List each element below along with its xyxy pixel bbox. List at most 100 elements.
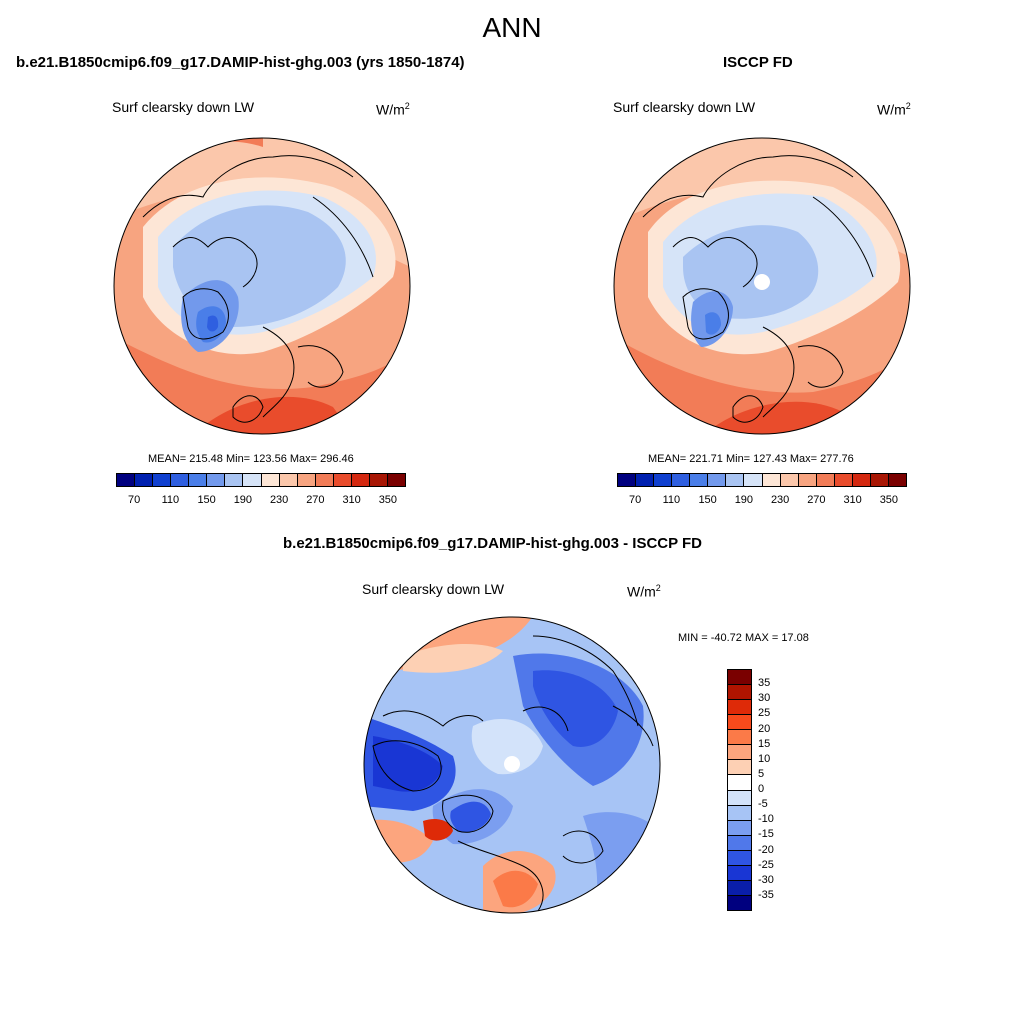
colorbar-tick-label: 15 <box>758 737 771 750</box>
colorbar-tick-label: 30 <box>758 692 771 705</box>
colorbar-swatch <box>135 474 154 486</box>
colorbar-swatch <box>728 850 751 866</box>
colorbar-tick-label: 20 <box>758 722 771 735</box>
colorbar-tick-label: 10 <box>758 752 771 765</box>
colorbar-tick-label: -25 <box>758 858 774 871</box>
panel-3-colorbar-ticks: 35 30 25 20 15 10 5 0 -5 -10 -15 -20 -25 -30 -35 <box>758 669 798 911</box>
panel-1-colorbar <box>116 473 406 487</box>
colorbar-tick-label: 230 <box>770 494 790 506</box>
colorbar-tick-label: 150 <box>197 494 216 506</box>
colorbar-swatch <box>153 474 172 486</box>
colorbar-tick-label: 310 <box>843 494 862 506</box>
colorbar-swatch <box>387 474 405 486</box>
colorbar-swatch <box>618 474 637 486</box>
colorbar-tick-label: 110 <box>161 494 180 506</box>
colorbar-swatch <box>728 895 751 910</box>
colorbar-tick-label: -35 <box>758 888 774 901</box>
colorbar-tick-label: 270 <box>807 494 826 506</box>
colorbar-swatch <box>728 715 751 731</box>
colorbar-swatch <box>728 700 751 716</box>
panel-2-colorbar-ticks: 70 110 150 190 230 270 310 350 <box>617 494 907 508</box>
panel-1-stats: MEAN= 215.48 Min= 123.56 Max= 296.46 <box>148 453 354 465</box>
colorbar-swatch <box>243 474 262 486</box>
colorbar-tick-label: -20 <box>758 843 774 856</box>
colorbar-swatch <box>744 474 763 486</box>
colorbar-tick-label: -15 <box>758 828 774 841</box>
colorbar-tick-label: 5 <box>758 767 765 780</box>
colorbar-swatch <box>171 474 190 486</box>
colorbar-tick-label: 190 <box>734 494 754 506</box>
panel-1-polar-map <box>113 137 411 435</box>
panel-3-colorbar <box>727 669 752 911</box>
panel-3-title: b.e21.B1850cmip6.f09_g17.DAMIP-hist-ghg.… <box>283 535 703 552</box>
colorbar-tick-label: 110 <box>662 494 681 506</box>
colorbar-tick-label: 70 <box>128 494 141 506</box>
colorbar-swatch <box>351 474 370 486</box>
colorbar-tick-label: 190 <box>233 494 253 506</box>
colorbar-swatch <box>728 775 751 791</box>
colorbar-swatch <box>762 474 781 486</box>
colorbar-swatch <box>728 745 751 761</box>
panel-2-stats: MEAN= 221.71 Min= 127.43 Max= 277.76 <box>648 453 854 465</box>
colorbar-swatch <box>117 474 136 486</box>
colorbar-swatch <box>708 474 727 486</box>
colorbar-tick-label: 230 <box>269 494 289 506</box>
colorbar-swatch <box>728 685 751 701</box>
colorbar-swatch <box>225 474 244 486</box>
panel-2-polar-map <box>613 137 911 435</box>
colorbar-tick-label: 0 <box>758 783 765 795</box>
colorbar-swatch <box>834 474 853 486</box>
colorbar-tick-label: -30 <box>758 873 774 886</box>
colorbar-swatch <box>798 474 817 486</box>
colorbar-tick-label: 70 <box>629 494 642 506</box>
panel-1-colorbar-ticks: 70 110 150 190 230 270 310 350 <box>116 494 406 508</box>
colorbar-tick-label: 350 <box>378 494 398 506</box>
colorbar-swatch <box>636 474 655 486</box>
colorbar-swatch <box>780 474 799 486</box>
colorbar-swatch <box>728 790 751 806</box>
colorbar-swatch <box>888 474 906 486</box>
colorbar-swatch <box>728 730 751 746</box>
colorbar-swatch <box>728 880 751 896</box>
colorbar-swatch <box>728 865 751 881</box>
colorbar-tick-label: 270 <box>306 494 325 506</box>
colorbar-tick-label: 310 <box>342 494 361 506</box>
colorbar-swatch <box>333 474 352 486</box>
page-title: ANN <box>482 12 542 43</box>
colorbar-swatch <box>816 474 835 486</box>
colorbar-swatch <box>690 474 709 486</box>
panel-3-variable: Surf clearsky down LW <box>362 581 505 597</box>
panel-2-title: ISCCP FD <box>723 54 793 71</box>
colorbar-tick-label: 350 <box>879 494 899 506</box>
colorbar-swatch <box>261 474 280 486</box>
colorbar-tick-label: 25 <box>758 707 771 720</box>
colorbar-swatch <box>728 820 751 836</box>
panel-1-title: b.e21.B1850cmip6.f09_g17.DAMIP-hist-ghg.… <box>16 54 465 71</box>
colorbar-swatch <box>315 474 334 486</box>
colorbar-tick-label: -5 <box>758 798 768 811</box>
colorbar-swatch <box>852 474 871 486</box>
panel-2-colorbar <box>617 473 907 487</box>
panel-3-stats: MIN = -40.72 MAX = 17.08 <box>678 632 809 644</box>
colorbar-swatch <box>672 474 691 486</box>
colorbar-swatch <box>728 805 751 821</box>
colorbar-swatch <box>279 474 298 486</box>
colorbar-tick-label: 150 <box>698 494 717 506</box>
panel-2-variable: Surf clearsky down LW <box>613 99 756 115</box>
colorbar-swatch <box>728 835 751 851</box>
panel-2-units: W/m2 <box>877 101 911 118</box>
colorbar-tick-label: 35 <box>758 677 771 690</box>
colorbar-swatch <box>870 474 889 486</box>
colorbar-swatch <box>726 474 745 486</box>
colorbar-swatch <box>207 474 226 486</box>
colorbar-swatch <box>728 760 751 776</box>
panel-3-units: W/m2 <box>627 583 661 600</box>
colorbar-swatch <box>369 474 388 486</box>
panel-1-units: W/m2 <box>376 101 410 118</box>
colorbar-tick-label: -10 <box>758 813 774 826</box>
colorbar-swatch <box>189 474 208 486</box>
colorbar-swatch <box>297 474 316 486</box>
colorbar-swatch <box>728 670 751 686</box>
panel-3-polar-map <box>363 616 661 914</box>
panel-1-variable: Surf clearsky down LW <box>112 99 255 115</box>
